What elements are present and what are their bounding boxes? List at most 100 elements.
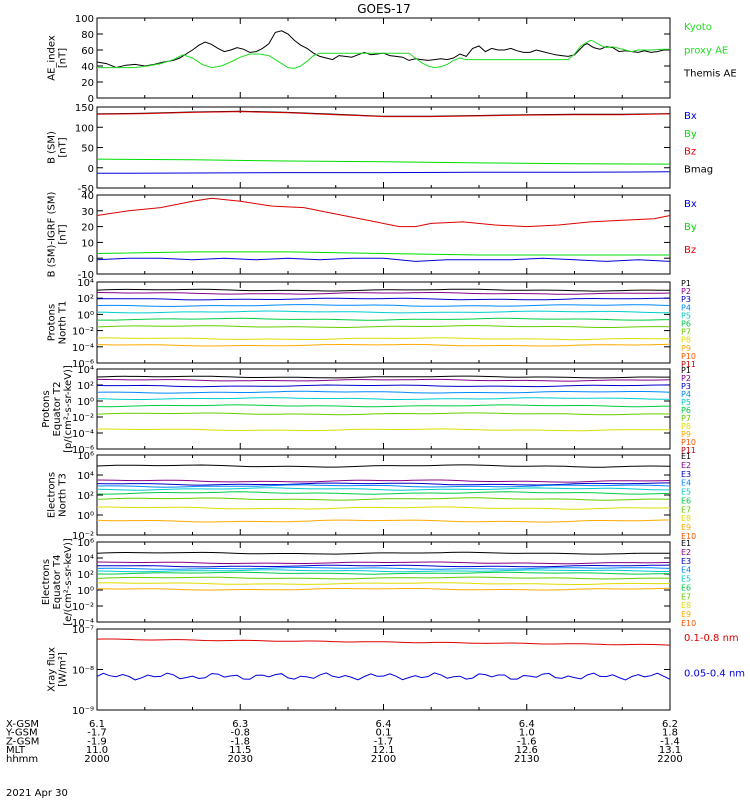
ylabel-ae: AE_index bbox=[47, 35, 58, 81]
flux-series-e1-2 bbox=[96, 479, 671, 483]
ytick-label: 10⁶ bbox=[77, 451, 94, 462]
footer-value: 1.8 bbox=[662, 728, 678, 739]
flux-series-e2-3 bbox=[96, 564, 671, 568]
flux-series-p1-1 bbox=[96, 288, 671, 292]
ytick-label: 10⁻⁴ bbox=[72, 618, 94, 629]
series-bx bbox=[96, 171, 671, 174]
footer-value: 2130 bbox=[514, 754, 539, 765]
ylabel-p1: North T1 bbox=[58, 301, 69, 345]
ytick-label: 40 bbox=[81, 62, 94, 73]
flux-series-e2-9 bbox=[96, 587, 671, 591]
ytick-label: 60 bbox=[81, 46, 94, 57]
ytick-label: 10⁴ bbox=[77, 554, 94, 565]
series-xray-long bbox=[96, 638, 671, 646]
legend-p1-P6: P6 bbox=[681, 320, 691, 329]
flux-series-p1-3 bbox=[96, 297, 671, 301]
ytick-label: 10⁻² bbox=[72, 602, 94, 613]
legend-e1-E6: E6 bbox=[681, 496, 691, 505]
ytick-label: 30 bbox=[81, 207, 94, 218]
ylabel-p2: Equator T2 bbox=[52, 382, 63, 437]
legend-e2-E10: E10 bbox=[681, 619, 696, 628]
footer-date: 2021 Apr 30 bbox=[6, 788, 68, 799]
footer-value: -1.9 bbox=[87, 736, 107, 747]
ytick-label: 80 bbox=[81, 30, 94, 41]
legend-e1-E1: E1 bbox=[681, 452, 691, 461]
legend-p2-P9: P9 bbox=[681, 430, 691, 439]
ytick-label: 10⁻⁸ bbox=[72, 666, 94, 677]
ytick-label: 100 bbox=[75, 123, 94, 134]
ytick-label: 20 bbox=[81, 78, 94, 89]
ytick-label: 10⁴ bbox=[77, 471, 94, 482]
legend-bigrf-2: Bz bbox=[684, 245, 696, 256]
legend-e1-E3: E3 bbox=[681, 470, 691, 479]
footer-value: 2100 bbox=[371, 754, 396, 765]
footer-value: 2030 bbox=[228, 754, 253, 765]
flux-series-p2-1 bbox=[96, 375, 670, 379]
flux-series-e2-6 bbox=[96, 571, 671, 575]
flux-series-p2-7 bbox=[96, 412, 671, 416]
footer-value: 2000 bbox=[84, 754, 109, 765]
legend-p2-P3: P3 bbox=[681, 382, 691, 391]
flux-series-e1-7 bbox=[96, 497, 671, 501]
panel-frame-xray bbox=[96, 628, 671, 711]
footer-label: MLT bbox=[6, 745, 26, 756]
legend-e1-E8: E8 bbox=[681, 514, 691, 523]
footer-label: X-GSM bbox=[6, 719, 39, 730]
legend-e1-E9: E9 bbox=[681, 523, 691, 532]
legend-bigrf-1: By bbox=[684, 222, 697, 233]
footer-value: -1.7 bbox=[87, 728, 107, 739]
legend-p2-P1: P1 bbox=[681, 366, 691, 375]
legend-p2-P4: P4 bbox=[681, 390, 691, 399]
ytick-label: 10⁻⁷ bbox=[72, 625, 94, 636]
flux-series-e2-7 bbox=[96, 576, 671, 580]
flux-series-e2-5 bbox=[96, 569, 670, 573]
series-themis-ae bbox=[96, 30, 670, 69]
legend-e2-E6: E6 bbox=[681, 583, 691, 592]
ytick-label: -10 bbox=[78, 270, 94, 281]
ylabel-bigrf: [nT] bbox=[58, 224, 69, 244]
legend-e2-E2: E2 bbox=[681, 548, 691, 557]
flux-series-p2-3 bbox=[96, 384, 671, 388]
legend-e2-E1: E1 bbox=[681, 539, 691, 548]
legend-p2-P8: P8 bbox=[681, 422, 691, 431]
flux-series-p2-4 bbox=[96, 390, 671, 394]
flux-series-p1-4 bbox=[96, 304, 671, 307]
footer-value: 12.1 bbox=[372, 745, 394, 756]
ytick-label: 10⁻² bbox=[72, 413, 94, 424]
panel-frame-bsm bbox=[96, 106, 671, 189]
series-bx bbox=[96, 257, 671, 262]
footer-label: hhmm bbox=[6, 754, 38, 765]
ytick-label: 10² bbox=[77, 294, 94, 305]
legend-p1-P3: P3 bbox=[681, 295, 691, 304]
series-bz bbox=[96, 197, 671, 228]
footer-value: 6.4 bbox=[519, 719, 535, 730]
flux-series-e1-5 bbox=[96, 487, 670, 491]
footer-value: 0.1 bbox=[376, 728, 392, 739]
legend-ae-1: proxy AE bbox=[684, 45, 728, 56]
ylabel-bigrf: B (SM)-IGRF (SM) bbox=[47, 192, 58, 278]
footer-value: 2200 bbox=[657, 754, 682, 765]
ylabel-p2: [p/(cm²-s-sr-keV)] bbox=[63, 365, 74, 453]
legend-bsm-0: Bx bbox=[684, 111, 697, 122]
footer-value: -1.6 bbox=[517, 736, 537, 747]
ytick-label: 10 bbox=[81, 238, 94, 249]
ytick-label: 0 bbox=[88, 164, 94, 175]
footer-value: 6.3 bbox=[232, 719, 248, 730]
ylabel-bsm: [nT] bbox=[58, 137, 69, 157]
ytick-label: 10⁻⁶ bbox=[72, 445, 94, 456]
ytick-label: 10⁰ bbox=[77, 310, 94, 321]
flux-series-e1-6 bbox=[96, 491, 671, 495]
footer-value: 13.1 bbox=[659, 745, 681, 756]
footer-value: 1.0 bbox=[519, 728, 535, 739]
figure-title: GOES-17 bbox=[357, 2, 411, 16]
flux-series-p1-6 bbox=[97, 317, 671, 321]
legend-e1-E2: E2 bbox=[681, 461, 691, 470]
legend-e2-E8: E8 bbox=[681, 601, 691, 610]
legend-p1-P5: P5 bbox=[681, 311, 691, 320]
ytick-label: 10⁻² bbox=[72, 531, 94, 542]
legend-p2-P6: P6 bbox=[681, 406, 691, 415]
legend-bsm-2: Bz bbox=[684, 147, 696, 158]
flux-series-p1-2 bbox=[96, 292, 671, 295]
legend-e2-E9: E9 bbox=[681, 610, 691, 619]
